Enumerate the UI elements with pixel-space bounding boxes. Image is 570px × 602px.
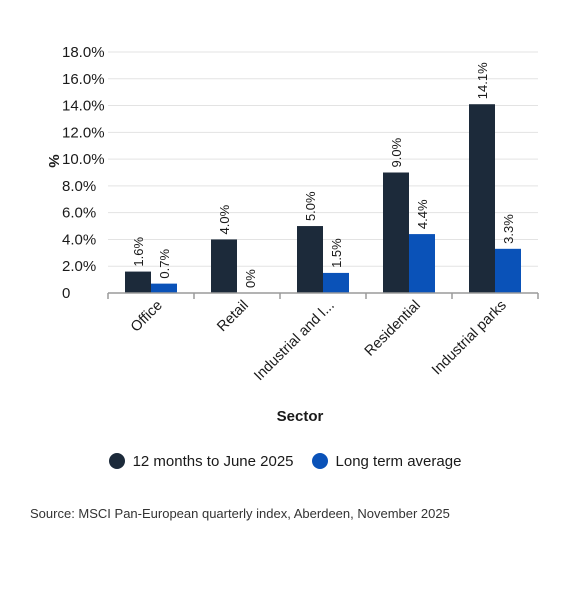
bar [383, 172, 409, 293]
legend-swatch-12-months [108, 453, 125, 469]
y-tick-label: 10.0% [62, 151, 105, 168]
data-label: 0.7% [157, 249, 172, 279]
bar [409, 234, 435, 293]
bar-chart: 0 2.0% 4.0% 6.0% 8.0% 10.0% 12.0% 14.0% 16.0% 18.… [45, 44, 539, 425]
bar [495, 248, 521, 293]
bar [125, 271, 151, 293]
bar [469, 104, 495, 293]
legend: 12 months to June 2025 Long term average [0, 448, 570, 474]
x-tick-label: Industrial and l... [251, 298, 338, 385]
bar [211, 239, 237, 293]
data-label: 0% [243, 269, 258, 288]
bar [323, 272, 349, 293]
data-label: 1.6% [131, 237, 146, 267]
y-tick-label: 6.0% [62, 205, 96, 222]
x-axis-title: Sector [277, 408, 324, 425]
legend-label-12-months: 12 months to June 2025 [132, 452, 294, 470]
data-label: 3.3% [501, 214, 516, 244]
data-label: 4.0% [217, 204, 232, 234]
data-label: 14.1% [475, 62, 490, 99]
legend-item-12-months[interactable]: 12 months to June 2025 [108, 452, 294, 470]
x-tick-label: Industrial parks [429, 298, 510, 379]
data-label: 4.4% [415, 199, 430, 229]
bar [151, 283, 177, 293]
y-tick-label: 14.0% [62, 98, 105, 115]
y-tick-label: 16.0% [62, 71, 105, 88]
data-label: 5.0% [303, 191, 318, 221]
x-tick-label: Residential [362, 298, 424, 360]
x-tick-label: Office [128, 298, 166, 336]
data-label: 9.0% [389, 137, 404, 167]
legend-item-long-term[interactable]: Long term average [311, 452, 462, 470]
y-tick-label: 4.0% [62, 231, 96, 248]
y-tick-label: 12.0% [62, 124, 105, 141]
y-tick-label: 8.0% [62, 178, 96, 195]
y-tick-label: 2.0% [62, 258, 96, 275]
legend-label-long-term: Long term average [335, 452, 462, 470]
legend-swatch-long-term [311, 453, 328, 469]
y-tick-label: 0 [62, 285, 70, 302]
x-tick-label: Retail [214, 298, 252, 336]
y-axis-title: % [45, 154, 62, 167]
source-note: Source: MSCI Pan-European quarterly inde… [30, 506, 450, 521]
bar [297, 226, 323, 293]
data-label: 1.5% [329, 238, 344, 268]
y-tick-label: 18.0% [62, 44, 105, 61]
